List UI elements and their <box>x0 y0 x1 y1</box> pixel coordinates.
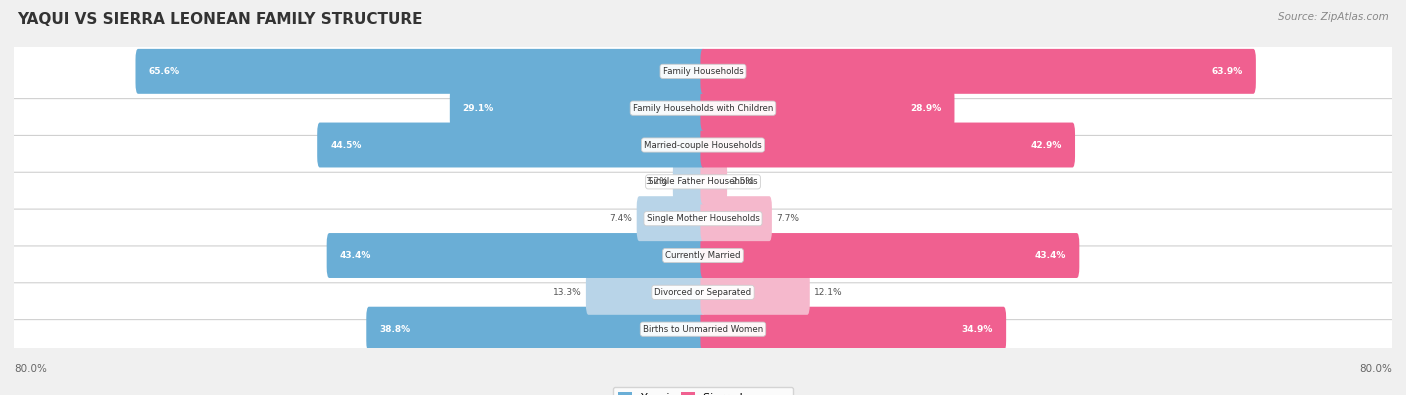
Text: 29.1%: 29.1% <box>463 103 494 113</box>
Text: 13.3%: 13.3% <box>553 288 582 297</box>
FancyBboxPatch shape <box>700 159 727 204</box>
Text: 34.9%: 34.9% <box>962 325 993 334</box>
FancyBboxPatch shape <box>367 307 706 352</box>
Text: Source: ZipAtlas.com: Source: ZipAtlas.com <box>1278 12 1389 22</box>
Text: 2.5%: 2.5% <box>731 177 754 186</box>
Text: 7.7%: 7.7% <box>776 214 799 223</box>
FancyBboxPatch shape <box>700 270 810 315</box>
Text: 80.0%: 80.0% <box>14 364 46 374</box>
FancyBboxPatch shape <box>3 192 1403 246</box>
Text: Divorced or Separated: Divorced or Separated <box>654 288 752 297</box>
FancyBboxPatch shape <box>700 49 1256 94</box>
Text: 80.0%: 80.0% <box>1360 364 1392 374</box>
FancyBboxPatch shape <box>700 196 772 241</box>
FancyBboxPatch shape <box>700 307 1007 352</box>
Text: 3.2%: 3.2% <box>645 177 669 186</box>
FancyBboxPatch shape <box>326 233 706 278</box>
Text: Married-couple Households: Married-couple Households <box>644 141 762 150</box>
Text: Births to Unmarried Women: Births to Unmarried Women <box>643 325 763 334</box>
Text: 65.6%: 65.6% <box>149 67 180 76</box>
FancyBboxPatch shape <box>700 86 955 131</box>
Text: 42.9%: 42.9% <box>1031 141 1062 150</box>
FancyBboxPatch shape <box>3 118 1403 172</box>
FancyBboxPatch shape <box>318 122 706 167</box>
FancyBboxPatch shape <box>3 265 1403 320</box>
FancyBboxPatch shape <box>3 81 1403 135</box>
FancyBboxPatch shape <box>700 233 1080 278</box>
FancyBboxPatch shape <box>700 122 1076 167</box>
FancyBboxPatch shape <box>637 196 706 241</box>
FancyBboxPatch shape <box>135 49 706 94</box>
Text: Family Households with Children: Family Households with Children <box>633 103 773 113</box>
Text: YAQUI VS SIERRA LEONEAN FAMILY STRUCTURE: YAQUI VS SIERRA LEONEAN FAMILY STRUCTURE <box>17 12 422 27</box>
Text: Family Households: Family Households <box>662 67 744 76</box>
FancyBboxPatch shape <box>3 154 1403 209</box>
Legend: Yaqui, Sierra Leonean: Yaqui, Sierra Leonean <box>613 387 793 395</box>
FancyBboxPatch shape <box>3 228 1403 283</box>
Text: 63.9%: 63.9% <box>1212 67 1243 76</box>
Text: 43.4%: 43.4% <box>340 251 371 260</box>
Text: 28.9%: 28.9% <box>910 103 942 113</box>
Text: 7.4%: 7.4% <box>610 214 633 223</box>
Text: 12.1%: 12.1% <box>814 288 842 297</box>
Text: 44.5%: 44.5% <box>330 141 361 150</box>
FancyBboxPatch shape <box>673 159 706 204</box>
FancyBboxPatch shape <box>3 302 1403 356</box>
FancyBboxPatch shape <box>3 44 1403 99</box>
Text: Single Father Households: Single Father Households <box>648 177 758 186</box>
Text: Currently Married: Currently Married <box>665 251 741 260</box>
FancyBboxPatch shape <box>586 270 706 315</box>
Text: 43.4%: 43.4% <box>1035 251 1066 260</box>
FancyBboxPatch shape <box>450 86 706 131</box>
Text: Single Mother Households: Single Mother Households <box>647 214 759 223</box>
Text: 38.8%: 38.8% <box>380 325 411 334</box>
